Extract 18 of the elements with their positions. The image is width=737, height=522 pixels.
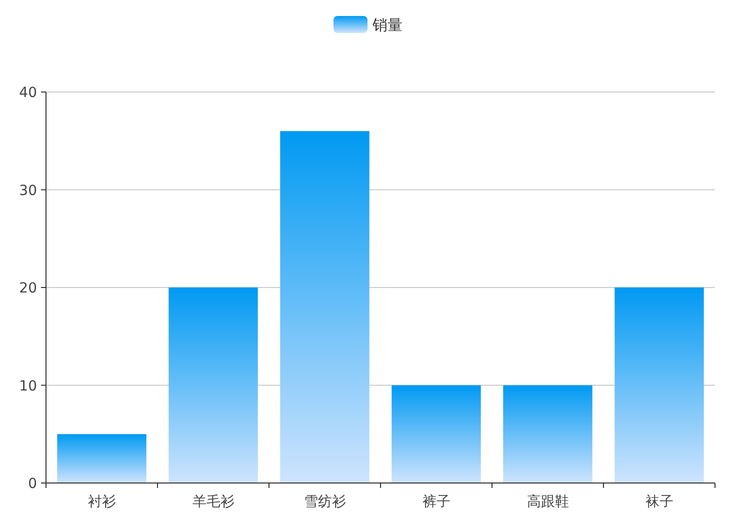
y-tick-label: 0 (28, 476, 37, 492)
bar (280, 131, 370, 483)
x-tick-label: 衬衫 (88, 494, 116, 510)
x-tick-label: 羊毛衫 (192, 494, 234, 510)
bar (168, 288, 258, 483)
bar (392, 385, 481, 483)
bar (503, 385, 592, 483)
y-tick-label: 10 (19, 378, 37, 394)
x-tick-label: 高跟鞋 (526, 494, 569, 510)
y-tick-label: 30 (19, 182, 37, 199)
y-tick-label: 40 (19, 85, 37, 101)
bar (614, 288, 704, 483)
bar (57, 434, 146, 483)
x-tick-label: 袜子 (645, 494, 674, 510)
legend-label: 销量 (372, 16, 402, 34)
x-tick-label: 裤子 (422, 494, 450, 510)
y-tick-label: 20 (19, 280, 37, 296)
x-tick-label: 雪纺衫 (304, 494, 346, 510)
